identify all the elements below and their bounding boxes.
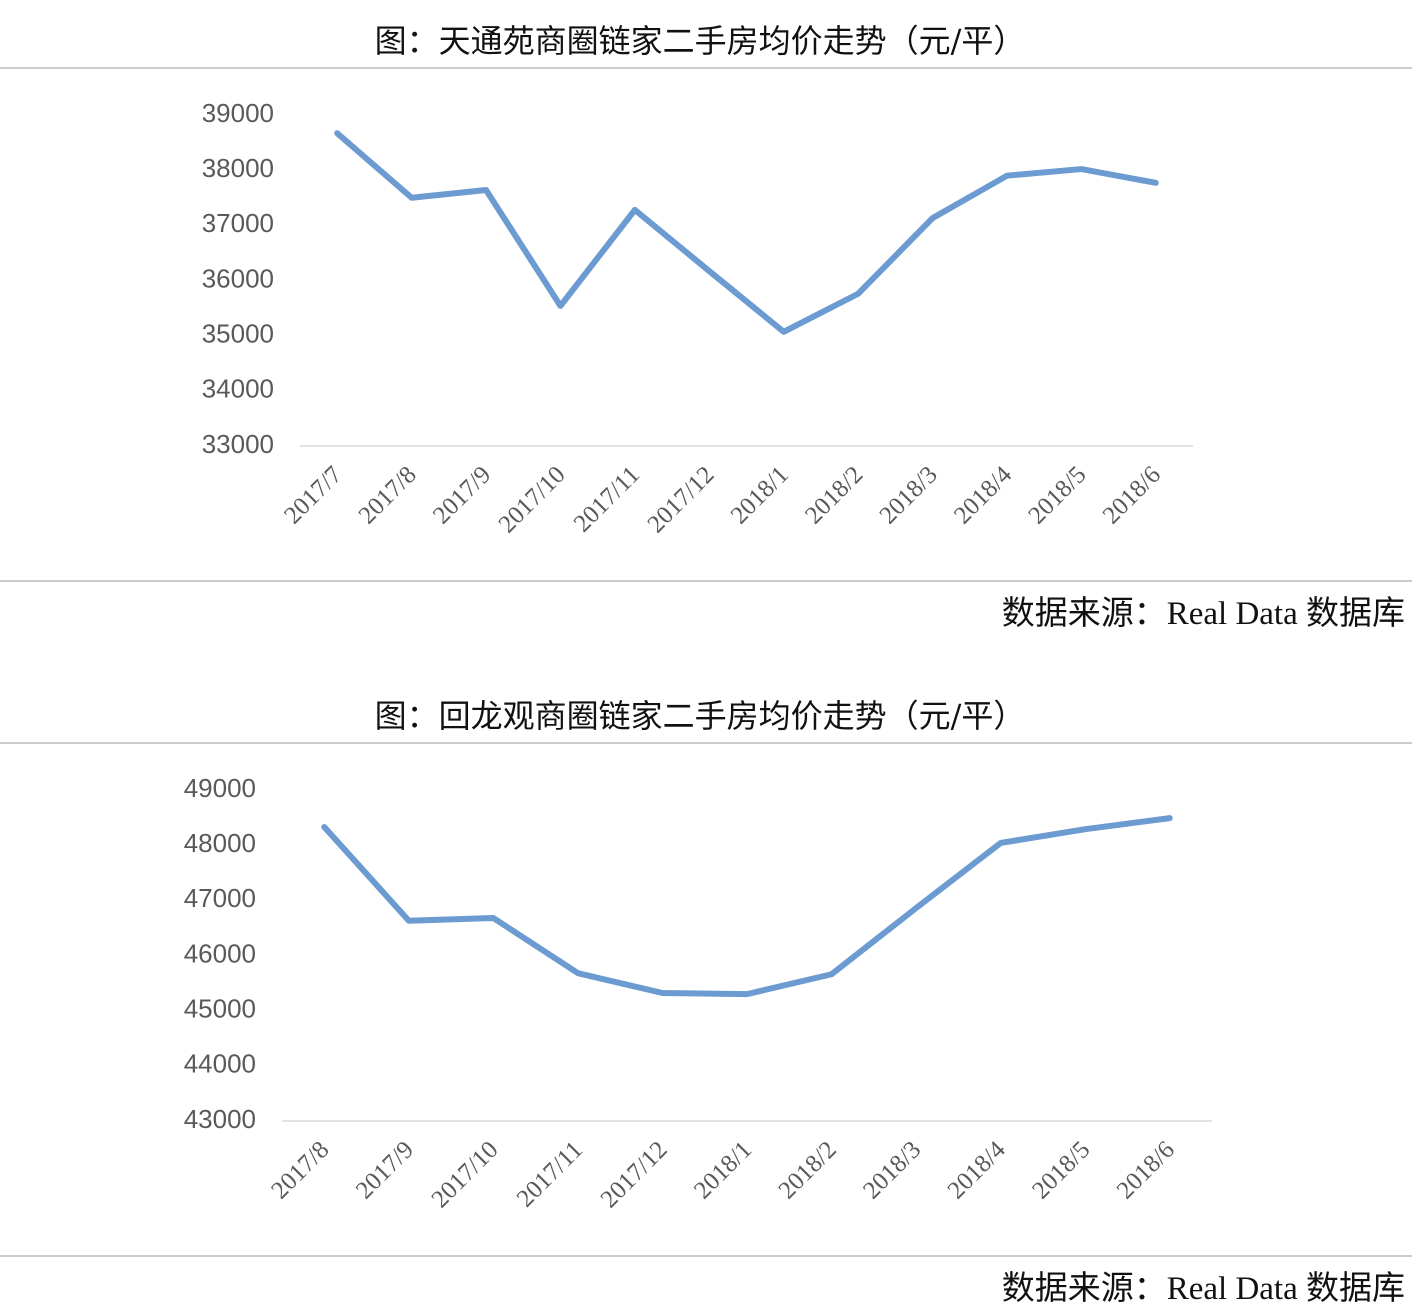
source-note: 数据来源：Real Data 数据库 [1002, 1270, 1405, 1307]
y-tick-label: 43000 [184, 1104, 256, 1134]
x-tick-label: 2018/2 [800, 461, 868, 529]
series-line [334, 130, 1159, 335]
x-tick-label: 2018/1 [689, 1136, 757, 1204]
y-tick-label: 38000 [202, 153, 274, 183]
series-line [321, 815, 1173, 998]
x-tick-label: 2018/1 [726, 461, 794, 529]
x-tick-label: 2018/6 [1098, 461, 1166, 529]
x-tick-label: 2017/8 [354, 461, 422, 529]
y-tick-label: 39000 [202, 98, 274, 128]
x-tick-label: 2017/8 [266, 1136, 334, 1204]
y-tick-label: 49000 [184, 773, 256, 803]
x-tick-label: 2017/12 [642, 461, 719, 538]
y-tick-label: 34000 [202, 374, 274, 404]
y-tick-label: 48000 [184, 828, 256, 858]
x-tick-label: 2017/11 [569, 461, 645, 537]
source-note: 数据来源：Real Data 数据库 [1002, 595, 1405, 632]
x-tick-label: 2017/9 [428, 461, 496, 529]
y-tick-label: 47000 [184, 883, 256, 913]
y-tick-label: 46000 [184, 938, 256, 968]
x-tick-label: 2018/6 [1112, 1136, 1180, 1204]
y-tick-label: 33000 [202, 429, 274, 459]
x-tick-label: 2017/7 [279, 461, 347, 529]
x-tick-label: 2017/11 [512, 1136, 588, 1212]
x-tick-label: 2018/3 [858, 1136, 926, 1204]
chart-title: 图：回龙观商圈链家二手房均价走势（元/平） [375, 697, 1026, 735]
x-tick-label: 2017/12 [596, 1136, 673, 1213]
x-tick-label: 2017/10 [494, 461, 571, 538]
x-tick-label: 2018/2 [774, 1136, 842, 1204]
y-tick-label: 37000 [202, 208, 274, 238]
y-tick-label: 45000 [184, 994, 256, 1024]
x-tick-label: 2018/5 [1027, 1136, 1095, 1204]
x-tick-label: 2018/4 [943, 1136, 1012, 1205]
y-tick-label: 44000 [184, 1049, 256, 1079]
x-tick-label: 2018/5 [1023, 461, 1091, 529]
x-tick-label: 2018/3 [875, 461, 943, 529]
chart-title: 图：天通苑商圈链家二手房均价走势（元/平） [375, 22, 1026, 60]
y-tick-label: 36000 [202, 263, 274, 293]
x-tick-label: 2017/10 [427, 1136, 504, 1213]
x-tick-label: 2018/4 [949, 461, 1018, 530]
y-tick-label: 35000 [202, 319, 274, 349]
x-tick-label: 2017/9 [351, 1136, 419, 1204]
